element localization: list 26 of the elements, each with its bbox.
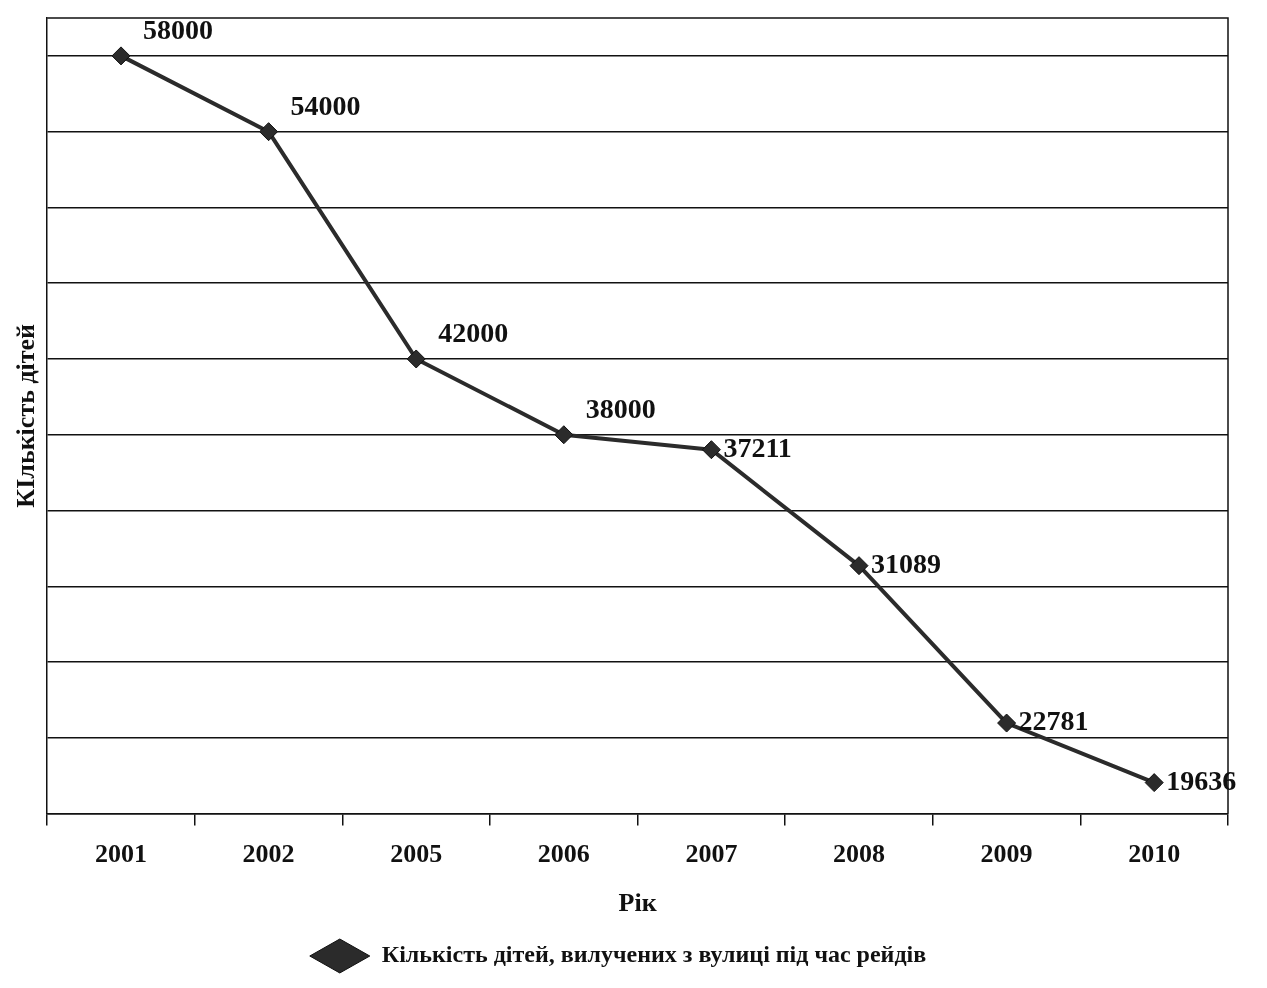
point <box>701 440 721 460</box>
x-tick-label: 2002 <box>242 838 295 868</box>
x-tick-label: 2001 <box>95 838 147 868</box>
y-axis-title: КІлькість дітей <box>11 323 41 508</box>
point <box>997 713 1017 733</box>
point <box>849 556 869 576</box>
point <box>111 46 131 66</box>
x-tick-label: 2010 <box>1128 838 1181 868</box>
x-tick-label: 2005 <box>390 838 443 868</box>
point <box>1144 773 1164 793</box>
data-label: 22781 <box>1018 705 1089 737</box>
data-label: 58000 <box>143 14 213 46</box>
point <box>554 425 574 445</box>
point <box>259 122 279 142</box>
data-label: 31089 <box>871 547 941 579</box>
data-label: 38000 <box>585 392 656 424</box>
x-axis-title: Рік <box>618 888 657 918</box>
x-tick-label: 2009 <box>980 838 1033 868</box>
data-label: 54000 <box>290 89 361 121</box>
x-tick-label: 2007 <box>685 838 738 868</box>
x-tick-label: 2008 <box>833 838 885 868</box>
point <box>406 349 426 369</box>
data-label: 37211 <box>723 431 792 463</box>
legend-label: Кількість дітей, вилучених з вулиці під час рейдів <box>381 941 927 968</box>
x-tick-label: 2006 <box>537 838 590 868</box>
data-label: 42000 <box>438 317 509 349</box>
